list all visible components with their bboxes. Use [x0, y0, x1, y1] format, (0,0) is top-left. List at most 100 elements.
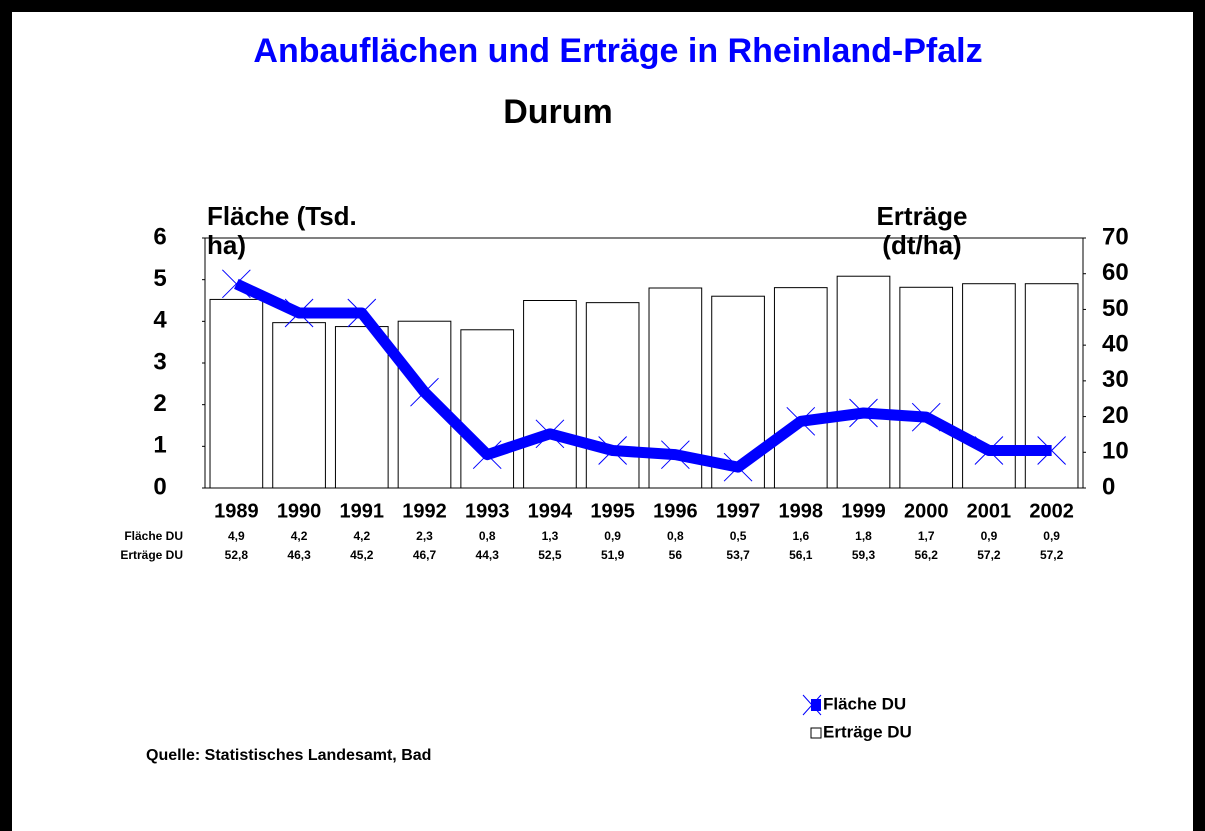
table-value: 56,1 — [789, 548, 813, 562]
chart-title: Anbauflächen und Erträge in Rheinland-Pf… — [253, 32, 982, 70]
x-tick-label: 1996 — [653, 500, 698, 522]
y2-tick-label: 60 — [1102, 259, 1129, 286]
table-value: 0,9 — [981, 529, 998, 543]
table-row-label: Erträge DU — [120, 548, 183, 562]
table-value: 4,9 — [228, 529, 245, 543]
bar — [460, 329, 515, 489]
bar — [711, 295, 765, 489]
marker — [849, 398, 878, 428]
marker — [786, 406, 816, 436]
x-tick-label: 1993 — [465, 500, 510, 522]
table-value: 4,2 — [291, 529, 308, 543]
y-tick-label: 2 — [153, 390, 166, 417]
x-tick-label: 1998 — [779, 500, 824, 522]
x-tick-label: 1994 — [528, 500, 573, 522]
y2-axis-label: Erträge (dt/ha) — [876, 201, 968, 260]
bar — [773, 287, 828, 489]
table-value: 0,9 — [604, 529, 621, 543]
y-tick-label: 5 — [153, 265, 166, 292]
table-value: 46,3 — [287, 548, 311, 562]
marker — [347, 298, 377, 328]
table-value: 53,7 — [726, 548, 750, 562]
y2-tick-label: 20 — [1102, 402, 1129, 429]
chart-subtitle: Durum — [503, 93, 613, 131]
marker — [723, 452, 753, 482]
y-axis-label: Fläche (Tsd. ha) — [207, 201, 357, 260]
y-tick-label: 0 — [153, 473, 166, 500]
x-tick-label: 1990 — [277, 500, 322, 522]
table-value: 1,8 — [855, 529, 872, 543]
table-value: 1,7 — [918, 529, 935, 543]
y-tick-label: 1 — [153, 432, 166, 459]
legend-label: Fläche DU — [823, 694, 906, 713]
x-tick-label: 1997 — [716, 500, 761, 522]
table-value: 0,8 — [479, 529, 496, 543]
table-value: 0,5 — [730, 529, 747, 543]
legend-swatch — [810, 727, 822, 739]
table-value: 0,8 — [667, 529, 684, 543]
table-value: 46,7 — [413, 548, 437, 562]
marker — [410, 377, 439, 407]
table-value: 2,3 — [416, 529, 433, 543]
y-tick-label: 3 — [153, 348, 166, 375]
y2-tick-label: 10 — [1102, 438, 1129, 465]
y-tick-label: 4 — [153, 307, 167, 334]
x-tick-label: 2002 — [1029, 500, 1074, 522]
legend-label: Erträge DU — [823, 722, 912, 741]
table-value: 59,3 — [852, 548, 876, 562]
table-value: 57,2 — [977, 548, 1001, 562]
marker — [535, 419, 565, 449]
marker — [974, 436, 1004, 465]
x-tick-label: 1992 — [402, 500, 447, 522]
table-value: 44,3 — [476, 548, 500, 562]
x-tick-label: 1999 — [841, 500, 886, 522]
table-value: 1,3 — [542, 529, 559, 543]
bar — [272, 322, 326, 489]
x-tick-label: 1989 — [214, 500, 259, 522]
table-row-label: Fläche DU — [124, 529, 183, 543]
frame-top — [0, 0, 1205, 12]
bar — [1024, 283, 1079, 489]
bar — [899, 286, 954, 489]
table-value: 56,2 — [915, 548, 939, 562]
bar — [523, 300, 577, 489]
y2-tick-label: 70 — [1102, 223, 1129, 250]
table-value: 56 — [669, 548, 683, 562]
frame-left — [0, 0, 12, 831]
table-value: 57,2 — [1040, 548, 1064, 562]
x-tick-label: 2000 — [904, 500, 949, 522]
x-tick-label: 1991 — [340, 500, 385, 522]
marker — [598, 436, 627, 465]
table-value: 1,6 — [792, 529, 809, 543]
legend-swatch — [811, 699, 821, 711]
marker — [472, 440, 502, 470]
table-value: 0,9 — [1043, 529, 1060, 543]
legend-marker — [802, 694, 822, 716]
source: Quelle: Statistisches Landesamt, Bad — [146, 747, 431, 764]
marker — [661, 440, 690, 470]
marker — [911, 402, 941, 432]
table-value: 52,8 — [225, 548, 249, 562]
x-tick-label: 2001 — [967, 500, 1012, 522]
table-value: 4,2 — [353, 529, 370, 543]
marker — [1037, 436, 1066, 465]
y2-tick-label: 50 — [1102, 295, 1129, 322]
y-tick-label: 6 — [153, 223, 166, 250]
y2-tick-label: 30 — [1102, 366, 1129, 393]
bar — [836, 275, 891, 489]
bar — [962, 283, 1016, 489]
marker — [284, 298, 314, 328]
line — [234, 278, 1052, 473]
table-value: 52,5 — [538, 548, 562, 562]
table-value: 51,9 — [601, 548, 625, 562]
bar — [209, 298, 264, 489]
y2-tick-label: 40 — [1102, 330, 1129, 357]
y2-tick-label: 0 — [1102, 473, 1115, 500]
frame-right — [1193, 0, 1205, 831]
table-value: 45,2 — [350, 548, 374, 562]
x-tick-label: 1995 — [590, 500, 635, 522]
bar — [334, 326, 389, 489]
bar — [585, 302, 640, 489]
